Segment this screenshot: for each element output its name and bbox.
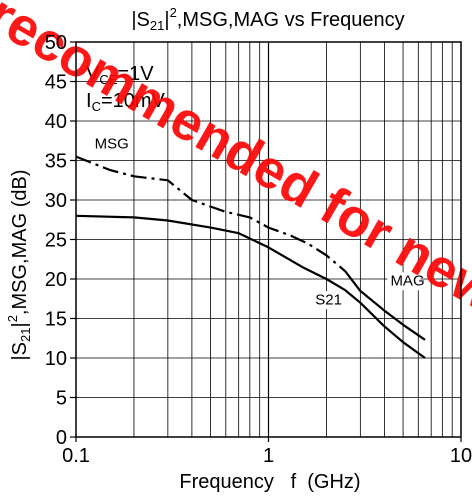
watermark-text: Not recommended for new design: [0, 0, 472, 418]
x-tick-label: 10: [450, 445, 472, 467]
condition-ic: IC=10mV: [86, 90, 166, 114]
y-tick-label: 25: [45, 230, 67, 252]
y-tick-label: 0: [56, 427, 67, 449]
y-tick-label: 50: [45, 32, 67, 54]
y-tick-label: 40: [45, 111, 67, 133]
watermark: Not recommended for new design: [0, 0, 472, 418]
x-tick-label: 0.1: [62, 445, 90, 467]
y-tick-label: 20: [45, 269, 67, 291]
annotation-layer: MSG MAG S21: [91, 135, 425, 310]
y-tick-label: 15: [45, 309, 67, 331]
x-axis-label: Frequency f (GHz): [179, 471, 360, 493]
annotation-s21: S21: [315, 291, 342, 308]
annotation-msg: MSG: [95, 136, 129, 153]
chart-title: |S21|2,MSG,MAG vs Frequency: [131, 5, 404, 33]
annotation-background: [312, 291, 346, 310]
y-axis-label: |S21|2,MSG,MAG (dB): [5, 169, 33, 360]
condition-vce: VCE=1V: [86, 63, 154, 87]
annotation-background: [91, 135, 125, 154]
axis-layer: 0 5 10 15 20 25 30 35 40 45 50 0.1 1 10: [45, 32, 472, 467]
y-tick-label: 10: [45, 348, 67, 370]
y-tick-label: 45: [45, 72, 67, 94]
series-mag-line: [344, 270, 426, 341]
grid: [76, 42, 461, 437]
series-layer: [76, 155, 426, 359]
annotation-mag: MAG: [390, 272, 424, 289]
series-s21-line: [76, 214, 426, 359]
annotation-background: [387, 272, 421, 291]
y-tick-label: 30: [45, 190, 67, 212]
series-msg-line: [76, 155, 346, 272]
y-tick-label: 35: [45, 151, 67, 173]
x-tick-label: 1: [263, 445, 274, 467]
y-tick-label: 5: [56, 388, 67, 410]
